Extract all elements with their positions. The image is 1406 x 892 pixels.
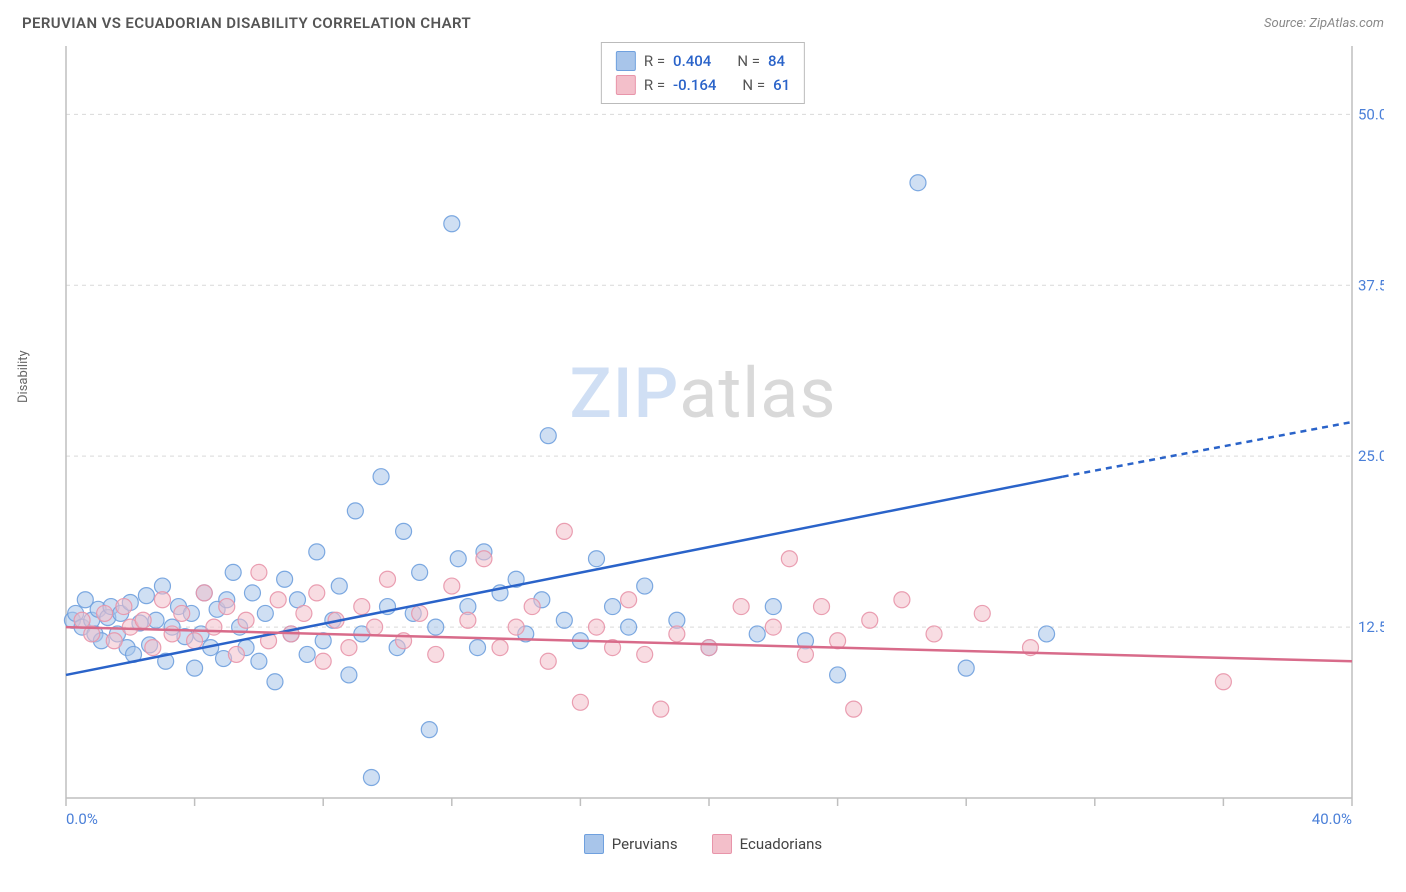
legend-item-1: Peruvians	[584, 834, 678, 854]
legend-label-2: Ecuadorians	[740, 835, 823, 853]
svg-text:37.5%: 37.5%	[1358, 276, 1384, 294]
chart-title: PERUVIAN VS ECUADORIAN DISABILITY CORREL…	[22, 14, 471, 32]
scatter-chart-svg: 12.5% 25.0% 37.5% 50.0% 0.0% 40.0%	[22, 38, 1384, 828]
legend-item-2: Ecuadorians	[712, 834, 823, 854]
chart-header: PERUVIAN VS ECUADORIAN DISABILITY CORREL…	[0, 0, 1406, 38]
svg-text:40.0%: 40.0%	[1312, 810, 1352, 828]
svg-text:12.5%: 12.5%	[1358, 618, 1384, 636]
chart-area: Disability 12.5%25.0%37.5%50.0%0.0%40.0%…	[22, 38, 1384, 828]
y-axis-label: Disability	[16, 350, 31, 403]
label-N: N =	[742, 73, 765, 97]
value-R-2: -0.164	[673, 73, 716, 97]
value-N-2: 61	[773, 73, 790, 97]
stats-row-1: R = 0.404 N = 84	[616, 49, 790, 73]
label-R: R =	[644, 73, 665, 97]
swatch-series-1	[616, 51, 636, 71]
legend-label-1: Peruvians	[612, 835, 678, 853]
stats-row-2: R = -0.164 N = 61	[616, 73, 790, 97]
source-label: Source: ZipAtlas.com	[1264, 16, 1384, 31]
label-N: N =	[737, 49, 760, 73]
swatch-series-1	[584, 834, 604, 854]
label-R: R =	[644, 49, 665, 73]
swatch-series-2	[616, 75, 636, 95]
svg-text:25.0%: 25.0%	[1358, 447, 1384, 465]
value-N-1: 84	[768, 49, 785, 73]
svg-text:50.0%: 50.0%	[1358, 105, 1384, 123]
swatch-series-2	[712, 834, 732, 854]
svg-text:0.0%: 0.0%	[66, 810, 98, 828]
value-R-1: 0.404	[673, 49, 711, 73]
stats-legend: R = 0.404 N = 84 R = -0.164 N = 61	[601, 42, 805, 104]
footer-legend: Peruvians Ecuadorians	[0, 834, 1406, 854]
